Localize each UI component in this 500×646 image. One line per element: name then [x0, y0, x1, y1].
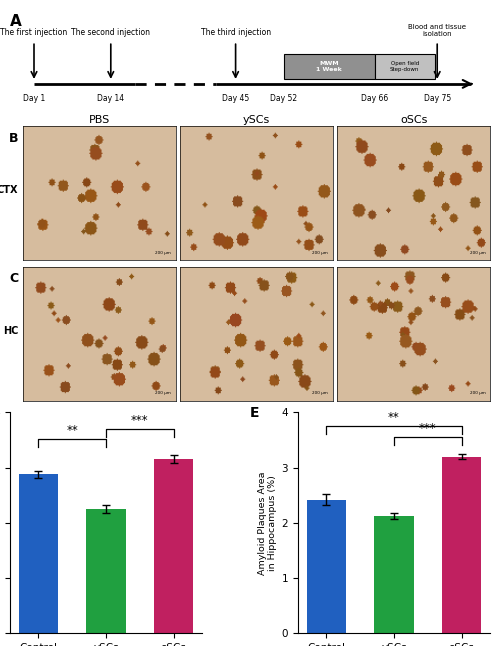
Title: oSCs: oSCs [400, 116, 427, 125]
Text: Day 52: Day 52 [270, 94, 297, 103]
Text: Blood and tissue
isolation: Blood and tissue isolation [408, 25, 466, 37]
Text: **: ** [66, 424, 78, 437]
Text: A: A [10, 14, 22, 29]
Text: Open field
Step-down: Open field Step-down [390, 61, 420, 72]
Text: 200 μm: 200 μm [312, 251, 328, 255]
Text: Day 75: Day 75 [424, 94, 451, 103]
Text: CTX: CTX [0, 185, 18, 196]
Text: 200 μm: 200 μm [312, 391, 328, 395]
Text: ***: *** [131, 414, 148, 427]
Bar [18, 474, 58, 633]
Text: Day 66: Day 66 [361, 94, 388, 103]
Bar [374, 516, 414, 633]
Title: PBS: PBS [88, 116, 110, 125]
Text: 200 μm: 200 μm [470, 251, 486, 255]
Bar [442, 457, 482, 633]
Text: HC: HC [3, 326, 18, 336]
Text: Day 14: Day 14 [97, 94, 124, 103]
Text: The third injection: The third injection [200, 28, 270, 37]
Text: E: E [250, 406, 260, 420]
Text: 200 μm: 200 μm [155, 391, 171, 395]
Title: ySCs: ySCs [243, 116, 270, 125]
Bar [284, 54, 375, 79]
Text: 200 μm: 200 μm [155, 251, 171, 255]
Bar [306, 499, 346, 633]
Text: The second injection: The second injection [72, 28, 150, 37]
Text: Day 1: Day 1 [23, 94, 45, 103]
Bar [86, 509, 126, 633]
Text: C: C [10, 272, 18, 285]
Text: 200 μm: 200 μm [470, 391, 486, 395]
Text: **: ** [388, 411, 400, 424]
Y-axis label: Amyloid Plaques Area
in Hippocampus (%): Amyloid Plaques Area in Hippocampus (%) [258, 471, 278, 574]
Text: The first injection: The first injection [0, 28, 68, 37]
Text: Day 45: Day 45 [222, 94, 249, 103]
Bar [375, 54, 435, 79]
Text: ***: *** [419, 422, 436, 435]
Text: B: B [9, 132, 18, 145]
Text: MWM
1 Week: MWM 1 Week [316, 61, 342, 72]
Bar [154, 459, 194, 633]
